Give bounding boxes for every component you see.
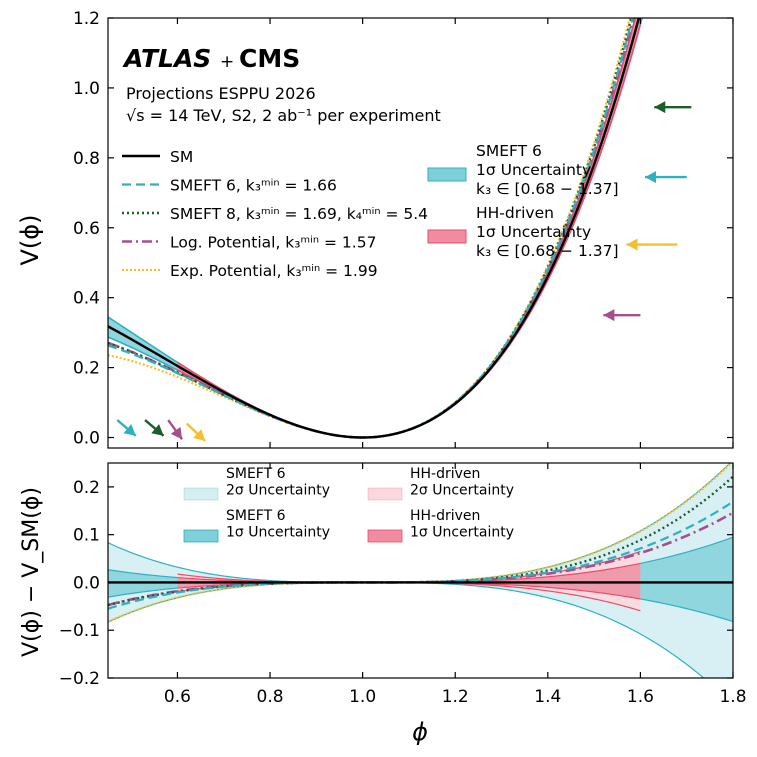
plus-sign: + [220,52,234,72]
bottom-axes-frame [107,462,734,679]
header: ATLAS + CMS Projections ESPPU 2026 √s = … [122,44,441,125]
bottom-legend-swatch-hh_band2 [367,487,403,501]
bottom-legend-label-smeft6_band1: 1σ Uncertainty [226,525,330,541]
y-tick-label: −0.2 [59,669,100,689]
diff-band-hh_band1 [177,563,641,599]
legend-band-label-smeft6_band1: 1σ Uncertainty [476,161,591,179]
bottom-legend-swatch-smeft6_band2 [183,487,219,501]
legend-label-exp: Exp. Potential, k₃ᵐⁱⁿ = 1.99 [170,262,378,280]
arrowhead-smeft8-0 [654,101,666,114]
y-tick-label: −0.1 [59,621,100,641]
arrowhead-smeft6-1 [645,171,657,184]
top-axes-frame [107,17,734,449]
arrowhead-exp-7 [193,429,206,442]
legend-band-label-smeft6_band1: k₃ ∈ [0.68 − 1.37] [476,180,619,198]
x-tick-label: 1.2 [442,687,469,707]
x-tick-label: 0.6 [164,687,191,707]
bottom-legend-swatch-smeft6_band1 [183,529,219,543]
y-tick-label: 0.2 [73,478,100,498]
y-tick-label: 0.0 [73,429,100,449]
y-tick-label: 1.2 [73,9,100,29]
legend-band-label-smeft6_band1: SMEFT 6 [476,142,542,160]
x-tick-label: 1.4 [534,687,561,707]
atlas-label: ATLAS [122,44,211,73]
arrowhead-smeft6-4 [123,424,136,436]
y-tick-label: 0.6 [73,219,100,239]
x-tick-label: 1.8 [719,687,746,707]
x-tick-label: 1.0 [349,687,376,707]
cms-label: CMS [239,44,300,73]
series-sm [108,18,641,439]
bottom-legend-label-smeft6_band2: SMEFT 6 [226,466,286,482]
bottom-panel: 0.6 0.8 1.0 1.2 1.4 1.6 1.8 −0.2 −0.1 0.0 0.1 0.2 V… [19,462,747,707]
legend-label-smeft8: SMEFT 8, k₃ᵐⁱⁿ = 1.69, k₄ᵐⁱⁿ = 5.4 [170,205,428,223]
legend-band-swatch-smeft6_band1 [427,167,467,182]
projection-label: Projections ESPPU 2026 [126,84,316,103]
legend-label-log: Log. Potential, k₃ᵐⁱⁿ = 1.57 [170,234,376,252]
x-axis-label: ϕ [412,718,428,746]
legend-band-label-hh_band1: HH-driven [476,204,554,222]
legend-band-swatch-hh_band1 [427,229,467,244]
x-tick-label: 1.6 [627,687,654,707]
bottom-legend-swatch-hh_band1 [367,529,403,543]
legend-band-label-hh_band1: 1σ Uncertainty [476,223,591,241]
bottom-legend-label-hh_band1: 1σ Uncertainty [410,525,514,541]
x-tick-label: 0.8 [257,687,284,707]
top-panel: 0.0 0.2 0.4 0.6 0.8 1.0 1.2 V(ϕ) ATLAS + CMS P… [16,9,734,449]
y-tick-label: 0.4 [73,289,100,309]
bottom-legend-label-smeft6_band2: 2σ Uncertainty [226,483,330,499]
arrowhead-log-6 [170,426,183,440]
y-tick-label: 1.0 [73,79,100,99]
bottom-legend-label-hh_band1: HH-driven [410,508,480,524]
y-tick-label: 0.2 [73,359,100,379]
bottom-legend-label-hh_band2: HH-driven [410,466,480,482]
top-y-axis-label: V(ϕ) [16,215,44,266]
legend-label-smeft6: SMEFT 6, k₃ᵐⁱⁿ = 1.66 [170,177,337,195]
top-legend-lines: SM SMEFT 6, k₃ᵐⁱⁿ = 1.66 SMEFT 8, k₃ᵐⁱⁿ = … [122,148,428,280]
bottom-y-axis-label: V(ϕ) − V_SM(ϕ) [19,487,44,657]
bottom-legend-label-smeft6_band1: SMEFT 6 [226,508,286,524]
y-tick-label: 0.8 [73,149,100,169]
conditions-label: √s = 14 TeV, S2, 2 ab⁻¹ per experiment [126,106,441,125]
y-tick-label: 0.0 [73,573,100,593]
series-smeft6 [108,18,634,439]
arrowhead-exp-2 [626,238,638,251]
legend-label-sm: SM [170,148,193,166]
bottom-legend-label-hh_band2: 2σ Uncertainty [410,483,514,499]
legend-band-label-hh_band1: k₃ ∈ [0.68 − 1.37] [476,242,619,260]
arrowhead-log-3 [603,309,615,322]
y-tick-label: 0.1 [73,526,100,546]
arrowhead-smeft8-5 [151,424,164,436]
